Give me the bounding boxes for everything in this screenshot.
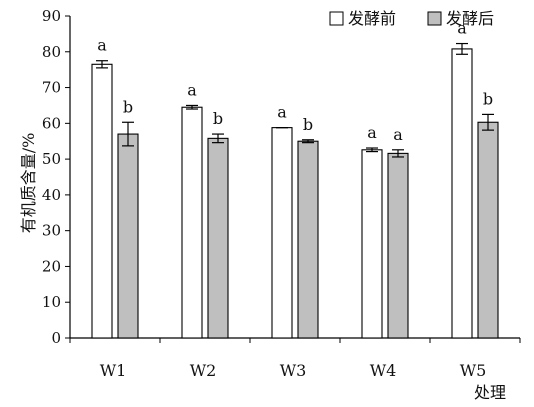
bar-after [297,140,319,339]
y-tick-label: 60 [42,114,61,132]
bar-before [91,63,113,339]
legend-swatch-before [329,11,344,26]
significance-letter: b [483,89,493,108]
legend: 发酵前 发酵后 [329,9,494,28]
bar-after [117,133,139,339]
bar-before [361,149,383,339]
y-tick-label: 90 [42,7,61,25]
significance-letter: b [213,109,223,128]
x-category-label: W5 [460,361,487,380]
legend-swatch-after [427,11,442,26]
x-axis-title: 处理 [474,383,506,402]
significance-letter: a [97,36,107,55]
axes: 0 10 20 30 40 50 60 70 80 90 W1 W2 W3 W4 W5 [42,7,521,380]
y-tick-label: 20 [42,257,61,275]
significance-letter: a [457,19,467,38]
y-axis-title: 有机质含量/% [19,133,38,234]
y-tick-label: 30 [42,222,61,240]
bar-after [207,137,229,339]
y-tick-label: 70 [42,79,61,97]
y-tick-label: 80 [42,43,61,61]
y-tick-label: 0 [51,329,61,347]
significance-letter: a [367,123,377,142]
significance-letter: a [187,80,197,99]
bar-before [451,48,473,339]
y-tick-label: 10 [42,293,61,311]
x-category-label: W2 [190,361,217,380]
bar-after [387,152,409,339]
bar-before [181,106,203,339]
x-category-label: W3 [280,361,307,380]
bar-before [271,127,293,339]
y-tick-label: 40 [42,186,61,204]
legend-label-after: 发酵后 [446,9,494,28]
x-category-label: W1 [100,361,127,380]
y-tick-label: 50 [42,150,61,168]
significance-letter: a [393,125,403,144]
legend-label-before: 发酵前 [348,9,396,28]
bar-after [477,121,499,339]
significance-letter: a [277,103,287,122]
x-category-label: W4 [370,361,397,380]
bars [91,48,499,339]
significance-letter: b [123,97,133,116]
significance-letter: b [303,115,313,134]
error-bars [96,42,494,158]
